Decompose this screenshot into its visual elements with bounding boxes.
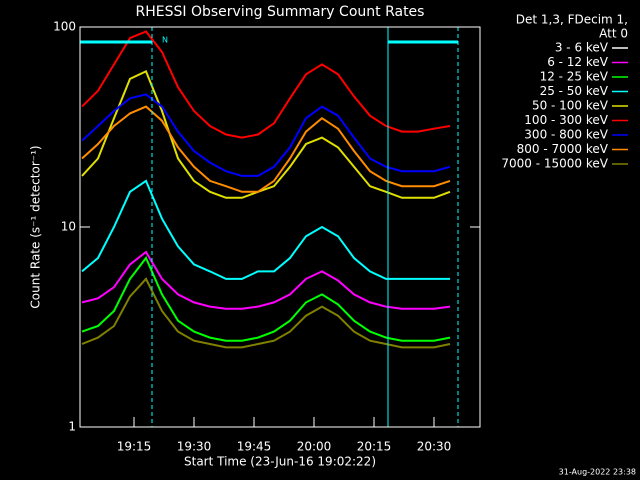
y-tick-label: 1 xyxy=(68,420,76,434)
plot-area xyxy=(81,30,451,377)
legend-label: 6 - 12 keV xyxy=(547,55,609,69)
series-line xyxy=(81,30,451,139)
series-line xyxy=(81,179,450,280)
series-line xyxy=(81,93,451,177)
legend-header: Att 0 xyxy=(599,27,628,41)
y-tick-label: 10 xyxy=(61,220,76,234)
chart-title: RHESSI Observing Summary Count Rates xyxy=(136,4,425,20)
legend-label: 3 - 6 keV xyxy=(555,41,609,55)
x-tick-label: 20:30 xyxy=(417,440,452,454)
footer: 31-Aug-2022 23:38 xyxy=(559,468,636,477)
legend-label: 25 - 50 keV xyxy=(540,84,609,98)
legend-label: 300 - 800 keV xyxy=(524,128,608,142)
series-line xyxy=(81,250,451,310)
x-tick-label: 19:45 xyxy=(237,440,272,454)
x-tick-label: 19:15 xyxy=(117,440,152,454)
x-tick-label: 20:00 xyxy=(297,440,332,454)
legend-label: 12 - 25 keV xyxy=(540,70,609,84)
series-line xyxy=(81,70,451,199)
series-line xyxy=(81,316,451,377)
series-line xyxy=(81,105,451,193)
legend-header: Det 1,3, FDecim 1, xyxy=(516,13,628,27)
legend-label: 800 - 7000 keV xyxy=(517,142,609,156)
series-line xyxy=(81,277,451,349)
annotation: N xyxy=(162,36,168,45)
x-tick-label: 19:30 xyxy=(177,440,212,454)
legend-label: 100 - 300 keV xyxy=(524,113,608,127)
legend-label: 7000 - 15000 keV xyxy=(501,157,608,171)
legend-label: 50 - 100 keV xyxy=(532,99,609,113)
y-axis-label: Count Rate (s⁻¹ detector⁻¹) xyxy=(29,145,43,308)
x-axis-label: Start Time (23-Jun-16 19:02:22) xyxy=(184,455,376,469)
series-line xyxy=(81,256,451,342)
y-tick-label: 100 xyxy=(53,20,76,34)
x-tick-label: 20:15 xyxy=(357,440,392,454)
